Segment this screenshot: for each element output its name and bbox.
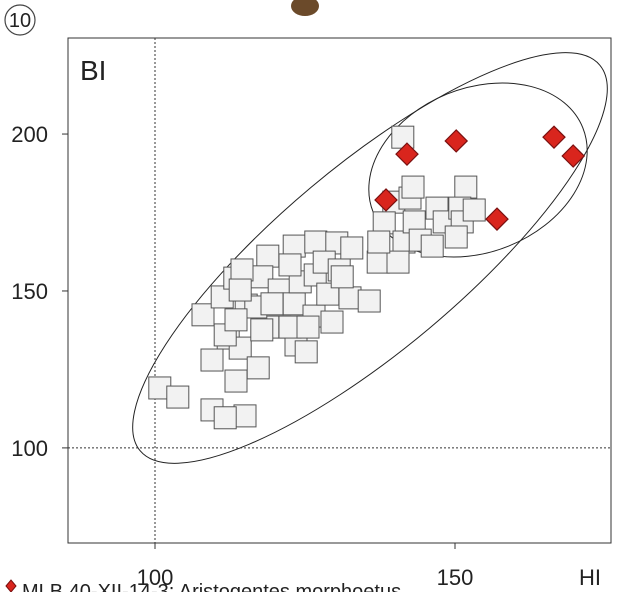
diamond-point bbox=[543, 126, 565, 148]
square-point bbox=[261, 293, 283, 315]
square-point bbox=[321, 311, 343, 333]
diamond-point bbox=[486, 208, 508, 230]
square-point bbox=[387, 251, 409, 273]
square-point bbox=[455, 176, 477, 198]
group-ellipse bbox=[81, 0, 629, 521]
legend-label: MLB 40-XII-14-3; Aristogentes morphoetus bbox=[22, 581, 401, 592]
square-point bbox=[368, 231, 390, 253]
diamond-point bbox=[445, 130, 467, 152]
square-point bbox=[463, 199, 485, 221]
chart: 10 BI HI MLB 40-XII-14-3; Aristogentes m… bbox=[0, 0, 629, 592]
square-point bbox=[283, 293, 305, 315]
y-tick-label: 200 bbox=[11, 122, 48, 147]
y-tick-label: 150 bbox=[11, 279, 48, 304]
square-point bbox=[402, 176, 424, 198]
square-point bbox=[392, 126, 414, 148]
square-point bbox=[257, 245, 279, 267]
square-point bbox=[305, 231, 327, 253]
square-point bbox=[367, 251, 389, 273]
square-point bbox=[279, 254, 301, 276]
square-point bbox=[341, 237, 363, 259]
square-point bbox=[231, 259, 253, 281]
legend-marker bbox=[6, 580, 16, 592]
x-tick-label: 100 bbox=[137, 565, 174, 590]
square-point bbox=[445, 226, 467, 248]
square-point bbox=[331, 266, 353, 288]
square-point bbox=[229, 279, 251, 301]
square-point bbox=[251, 319, 273, 341]
square-point bbox=[167, 386, 189, 408]
square-point bbox=[247, 357, 269, 379]
square-point bbox=[225, 309, 247, 331]
square-point bbox=[225, 370, 247, 392]
diamond-point bbox=[562, 145, 584, 167]
chart-title: BI bbox=[80, 55, 106, 86]
square-point bbox=[234, 405, 256, 427]
square-point bbox=[358, 290, 380, 312]
square-point bbox=[421, 235, 443, 257]
x-axis-label: HI bbox=[579, 565, 601, 590]
x-tick-label: 150 bbox=[437, 565, 474, 590]
y-tick-label: 100 bbox=[11, 436, 48, 461]
square-point bbox=[295, 341, 317, 363]
decoration bbox=[291, 0, 319, 16]
square-point bbox=[201, 349, 223, 371]
square-point bbox=[214, 407, 236, 429]
square-point bbox=[297, 316, 319, 338]
panel-label: 10 bbox=[9, 10, 31, 32]
